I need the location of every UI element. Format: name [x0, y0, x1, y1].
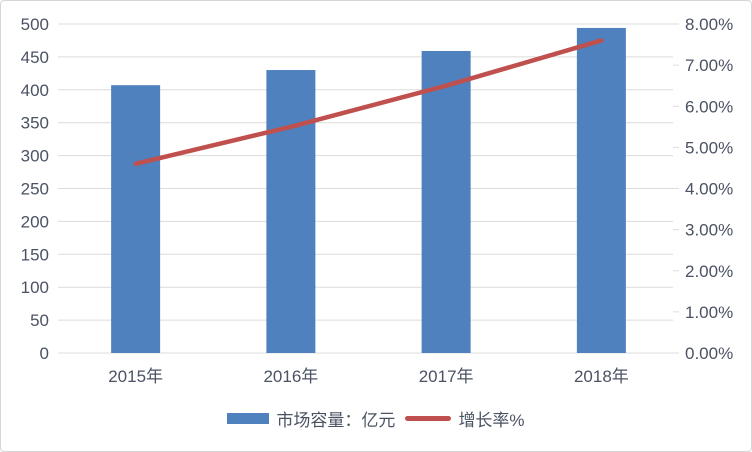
- legend-bar-swatch-icon: [227, 413, 270, 424]
- bar-2016年: [266, 70, 316, 353]
- y-axis-right-label: 4.00%: [685, 180, 733, 199]
- y-axis-left-label: 400: [21, 81, 49, 100]
- y-axis-left-label: 50: [30, 311, 49, 330]
- y-axis-right-label: 7.00%: [685, 56, 733, 75]
- y-axis-left-label: 250: [21, 180, 49, 199]
- growth-rate-line: [133, 38, 604, 167]
- bar-2018年: [576, 27, 626, 354]
- legend-item-market-size: 市场容量：亿元: [227, 406, 395, 431]
- y-axis-right-label: 0.00%: [685, 344, 733, 363]
- y-axis-left-label: 350: [21, 114, 49, 133]
- x-axis-label: 2015年: [108, 367, 163, 386]
- y-axis-left-label: 450: [21, 48, 49, 67]
- legend-label-growth-rate: 增长率%: [458, 411, 525, 430]
- y-axis-left-label: 500: [21, 15, 49, 34]
- y-axis-right-label: 3.00%: [685, 221, 733, 240]
- y-axis-left-label: 200: [21, 212, 49, 231]
- y-axis-left-label: 150: [21, 245, 49, 264]
- legend-label-market-size: 市场容量：亿元: [276, 411, 396, 430]
- legend-item-growth-rate: 增长率%: [405, 406, 525, 431]
- y-axis-right-label: 1.00%: [685, 303, 733, 322]
- y-axis-right-label: 8.00%: [685, 15, 733, 34]
- y-axis-right-label: 6.00%: [685, 97, 733, 116]
- x-axis-label: 2018年: [574, 367, 629, 386]
- legend-line-swatch-icon: [405, 416, 452, 421]
- bar-2015年: [111, 85, 161, 353]
- y-axis-right-label: 2.00%: [685, 262, 733, 281]
- x-axis-label: 2017年: [419, 367, 474, 386]
- y-axis-left-label: 300: [21, 147, 49, 166]
- y-axis-left-label: 0: [40, 344, 49, 363]
- bar-2017年: [421, 50, 471, 354]
- y-axis-right-label: 5.00%: [685, 138, 733, 157]
- y-axis-left-label: 100: [21, 278, 49, 297]
- legend: 市场容量：亿元 增长率%: [1, 406, 751, 431]
- x-axis-label: 2016年: [263, 367, 318, 386]
